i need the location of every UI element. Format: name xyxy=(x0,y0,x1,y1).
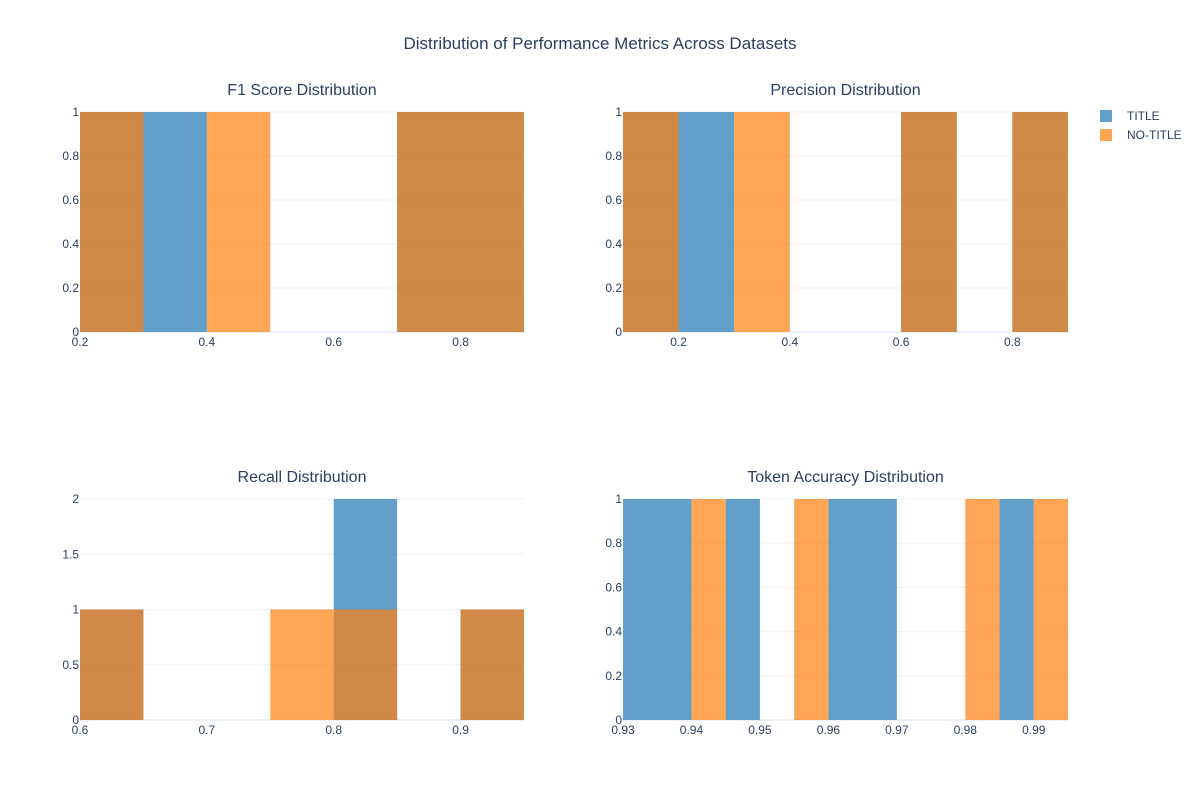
x-tick-label: 0.7 xyxy=(199,723,216,737)
legend-label-no-title: NO-TITLE xyxy=(1127,127,1182,142)
x-tick-label: 0.8 xyxy=(452,335,469,349)
subplot-title: Token Accuracy Distribution xyxy=(747,469,944,486)
bar-no-title xyxy=(965,499,1000,720)
subplot-2: Precision Distribution 0.2 0.4 0.6 0.8 0 0.2 0.… xyxy=(605,82,1068,349)
bar-no-title xyxy=(691,499,726,720)
y-tick-label: 1 xyxy=(72,105,79,119)
bar-no-title xyxy=(397,112,524,332)
bar-no-title xyxy=(80,609,144,720)
bar-no-title xyxy=(734,112,790,332)
subplot-3: Recall Distribution 0.6 0.7 0.8 0.9 0 0.5 1 1.5 2 xyxy=(62,469,524,737)
x-tick-label: 0.4 xyxy=(199,335,216,349)
chart-title: Distribution of Performance Metrics Acro… xyxy=(403,34,797,53)
bar-no-title xyxy=(270,609,334,720)
legend-item-no-title[interactable]: NO-TITLE xyxy=(1100,125,1182,144)
y-tick-label: 0 xyxy=(615,325,622,339)
bar-no-title xyxy=(1012,112,1068,332)
subplot-title: F1 Score Distribution xyxy=(227,82,376,99)
bar-no-title xyxy=(333,609,398,720)
x-tick-label: 0.96 xyxy=(817,723,841,737)
y-tick-label: 1 xyxy=(615,105,622,119)
y-tick-label: 0.8 xyxy=(605,149,622,163)
y-tick-label: 0 xyxy=(72,325,79,339)
legend-item-title[interactable]: TITLE xyxy=(1100,106,1182,125)
bar-title xyxy=(678,112,735,332)
y-tick-label: 0.2 xyxy=(605,669,622,683)
bar-no-title xyxy=(794,499,829,720)
y-tick-label: 1.5 xyxy=(62,547,79,561)
subplot-title: Recall Distribution xyxy=(238,469,367,486)
y-tick-label: 0 xyxy=(615,713,622,727)
y-tick-label: 0.2 xyxy=(605,281,622,295)
bar-title xyxy=(999,499,1034,720)
y-tick-label: 0.2 xyxy=(62,281,79,295)
x-tick-label: 0.9 xyxy=(452,723,469,737)
y-tick-label: 0 xyxy=(72,713,79,727)
x-tick-label: 0.8 xyxy=(325,723,342,737)
x-tick-label: 0.94 xyxy=(680,723,704,737)
bar-no-title xyxy=(206,112,271,332)
bar-no-title xyxy=(80,112,144,332)
bar-title xyxy=(828,499,897,720)
x-tick-label: 0.6 xyxy=(72,723,89,737)
y-tick-label: 0.4 xyxy=(605,625,622,639)
x-tick-label: 0.93 xyxy=(611,723,635,737)
y-tick-label: 0.8 xyxy=(62,149,79,163)
x-tick-label: 0.97 xyxy=(885,723,909,737)
y-tick-label: 0.8 xyxy=(605,536,622,550)
x-tick-label: 0.95 xyxy=(748,723,772,737)
bar-no-title xyxy=(460,609,524,720)
x-tick-label: 0.4 xyxy=(782,335,799,349)
subplot-title: Precision Distribution xyxy=(770,82,920,99)
x-tick-label: 0.2 xyxy=(670,335,687,349)
bar-title xyxy=(623,499,692,720)
bar-title xyxy=(725,499,760,720)
legend-label-title: TITLE xyxy=(1127,108,1160,123)
subplot-4: Token Accuracy Distribution 0.93 0.94 0.95 0… xyxy=(605,469,1068,737)
y-tick-label: 0.6 xyxy=(62,193,79,207)
x-tick-label: 0.6 xyxy=(325,335,342,349)
bar-no-title xyxy=(1033,499,1068,720)
y-tick-label: 1 xyxy=(72,603,79,617)
y-tick-label: 0.4 xyxy=(605,237,622,251)
y-tick-label: 0.4 xyxy=(62,237,79,251)
y-tick-label: 0.6 xyxy=(605,580,622,594)
y-tick-label: 0.6 xyxy=(605,193,622,207)
y-tick-label: 0.5 xyxy=(62,658,79,672)
bar-title xyxy=(143,112,207,332)
x-tick-label: 0.98 xyxy=(954,723,978,737)
bar-no-title xyxy=(901,112,957,332)
x-tick-label: 0.2 xyxy=(72,335,89,349)
x-tick-label: 0.6 xyxy=(893,335,910,349)
y-tick-label: 2 xyxy=(72,492,79,506)
x-tick-label: 0.99 xyxy=(1022,723,1046,737)
bar-no-title xyxy=(623,112,679,332)
legend-swatch-title xyxy=(1100,109,1112,122)
y-tick-label: 1 xyxy=(615,492,622,506)
x-tick-label: 0.8 xyxy=(1004,335,1021,349)
legend: TITLE NO-TITLE xyxy=(1100,106,1182,144)
legend-swatch-no-title xyxy=(1100,128,1112,141)
